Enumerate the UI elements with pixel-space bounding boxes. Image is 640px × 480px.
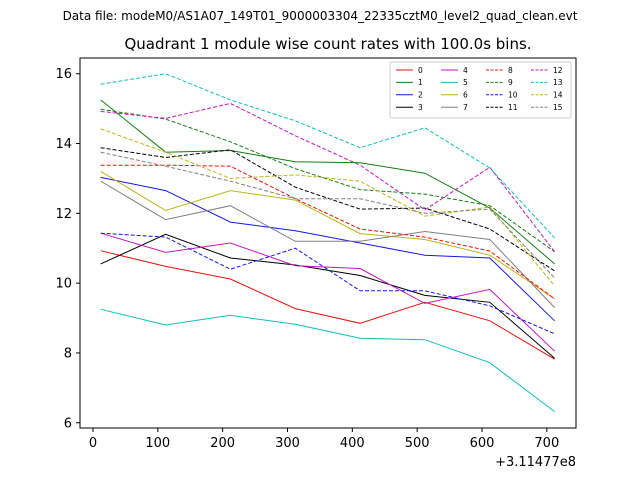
series-line-6 <box>100 170 555 300</box>
series-line-9 <box>100 108 555 253</box>
axes-frame <box>79 57 577 429</box>
series-line-5 <box>100 308 555 412</box>
legend-label-15: 15 <box>553 103 563 112</box>
x-axis-offset-label: +3.11477e8 <box>495 455 576 470</box>
series-line-2 <box>100 176 555 322</box>
legend-label-0: 0 <box>418 66 423 75</box>
y-tick-label: 6 <box>64 416 72 431</box>
legend-label-4: 4 <box>463 66 468 75</box>
legend-label-2: 2 <box>418 91 423 100</box>
legend-label-5: 5 <box>463 78 468 87</box>
legend-label-14: 14 <box>553 91 563 100</box>
legend-label-13: 13 <box>553 78 563 87</box>
y-axis: 6 8 10 12 14 16 <box>55 67 80 431</box>
legend-label-3: 3 <box>418 103 423 112</box>
series-line-0 <box>100 250 555 360</box>
y-tick-label: 10 <box>55 277 72 292</box>
legend-label-7: 7 <box>463 103 468 112</box>
chart-title: Quadrant 1 module wise count rates with … <box>124 35 531 53</box>
x-tick-label: 500 <box>405 436 430 451</box>
series-line-4 <box>100 232 555 352</box>
series-line-10 <box>100 232 555 335</box>
legend-label-12: 12 <box>553 66 563 75</box>
legend-label-6: 6 <box>463 91 468 100</box>
legend-label-9: 9 <box>508 78 513 87</box>
x-axis: 0 100 200 300 400 500 600 700 <box>89 428 559 451</box>
x-tick-label: 300 <box>275 436 300 451</box>
x-tick-label: 400 <box>340 436 365 451</box>
legend-box <box>389 61 572 119</box>
series-line-15 <box>100 151 555 279</box>
x-tick-label: 700 <box>534 436 559 451</box>
x-tick-label: 100 <box>145 436 170 451</box>
x-tick-label: 200 <box>210 436 235 451</box>
series-line-3 <box>100 233 555 359</box>
chart-suptitle: Data file: modeM0/AS1A07_149T01_90000033… <box>63 9 578 23</box>
series-line-7 <box>100 180 555 308</box>
legend-label-11: 11 <box>508 103 518 112</box>
series-line-14 <box>100 128 555 287</box>
legend-label-1: 1 <box>418 78 423 87</box>
series-line-1 <box>100 99 555 265</box>
y-tick-label: 16 <box>55 67 72 82</box>
series-line-8 <box>100 164 555 300</box>
legend-label-8: 8 <box>508 66 513 75</box>
legend-label-10: 10 <box>508 91 518 100</box>
y-tick-label: 8 <box>64 346 72 361</box>
y-tick-label: 14 <box>55 137 72 152</box>
x-tick-label: 0 <box>89 436 97 451</box>
series-layer <box>100 73 555 412</box>
series-line-13 <box>100 73 555 239</box>
y-tick-label: 12 <box>55 207 72 222</box>
x-tick-label: 600 <box>470 436 495 451</box>
